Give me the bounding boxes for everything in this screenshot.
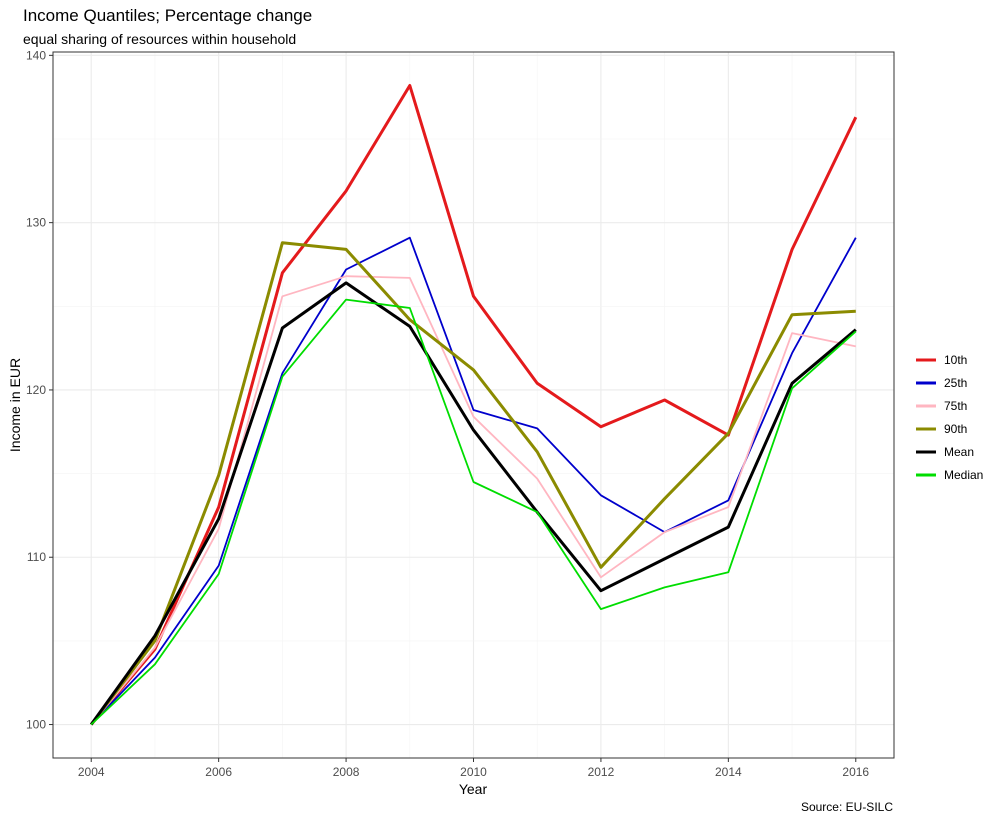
series-line-median [90, 298, 857, 726]
y-tick-label: 130 [26, 216, 46, 230]
y-axis: 100 110 120 130 140 [26, 48, 53, 732]
x-axis: 2004 2006 2008 2010 2012 2014 2016 [78, 758, 869, 779]
source-caption: Source: EU-SILC [800, 800, 893, 814]
series-lines [89, 84, 858, 726]
x-tick-label: 2016 [842, 765, 869, 779]
x-tick-label: 2010 [460, 765, 487, 779]
x-axis-title: Year [459, 781, 488, 797]
y-axis-title: Income in EUR [7, 358, 23, 452]
chart-subtitle: equal sharing of resources within househ… [23, 31, 297, 47]
y-tick-label: 110 [27, 550, 46, 564]
y-tick-label: 100 [26, 718, 46, 732]
series-line-90th [90, 241, 856, 726]
legend-label-median: Median [944, 468, 983, 482]
legend-label-25th: 25th [944, 376, 967, 390]
chart-title: Income Quantiles; Percentage change [23, 6, 313, 25]
grid-lines [53, 52, 894, 758]
series-line-mean [89, 281, 857, 726]
y-tick-label: 120 [26, 383, 46, 397]
legend: 10th 25th 75th 90th Mean Median [916, 353, 983, 482]
x-tick-label: 2008 [333, 765, 360, 779]
legend-label-75th: 75th [944, 399, 967, 413]
x-tick-label: 2006 [205, 765, 232, 779]
x-tick-label: 2012 [588, 765, 615, 779]
legend-label-90th: 90th [944, 422, 967, 436]
legend-label-mean: Mean [944, 445, 974, 459]
y-tick-label: 140 [26, 48, 46, 62]
series-line-25th [90, 236, 857, 726]
x-tick-label: 2014 [715, 765, 742, 779]
x-tick-label: 2004 [78, 765, 105, 779]
legend-label-10th: 10th [944, 353, 967, 367]
series-line-75th [90, 275, 856, 726]
